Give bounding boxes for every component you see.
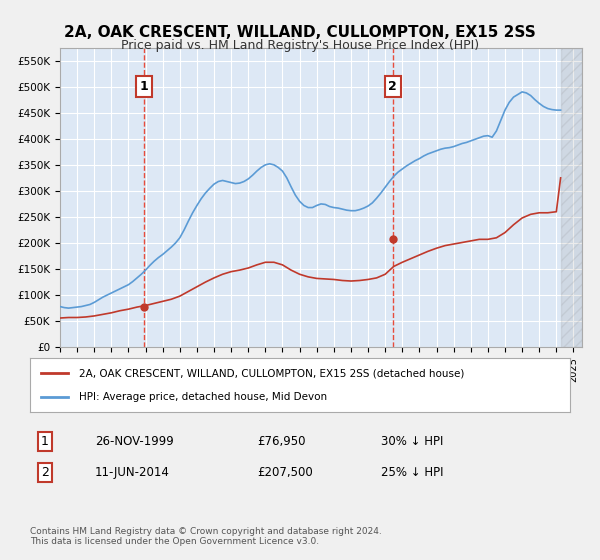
Text: 26-NOV-1999: 26-NOV-1999 (95, 435, 173, 448)
Bar (560, 48, 582, 347)
Text: 1: 1 (139, 80, 148, 93)
Text: 30% ↓ HPI: 30% ↓ HPI (381, 435, 443, 448)
Text: 11-JUN-2014: 11-JUN-2014 (95, 466, 170, 479)
Text: Price paid vs. HM Land Registry's House Price Index (HPI): Price paid vs. HM Land Registry's House … (121, 39, 479, 52)
Text: Contains HM Land Registry data © Crown copyright and database right 2024.
This d: Contains HM Land Registry data © Crown c… (30, 526, 382, 546)
Text: £207,500: £207,500 (257, 466, 313, 479)
Text: £76,950: £76,950 (257, 435, 305, 448)
Text: 2A, OAK CRESCENT, WILLAND, CULLOMPTON, EX15 2SS (detached house): 2A, OAK CRESCENT, WILLAND, CULLOMPTON, E… (79, 368, 464, 379)
Text: 2: 2 (388, 80, 397, 93)
Text: 2A, OAK CRESCENT, WILLAND, CULLOMPTON, EX15 2SS: 2A, OAK CRESCENT, WILLAND, CULLOMPTON, E… (64, 25, 536, 40)
Text: 2: 2 (41, 466, 49, 479)
Text: 1: 1 (41, 435, 49, 448)
Text: 25% ↓ HPI: 25% ↓ HPI (381, 466, 443, 479)
Text: HPI: Average price, detached house, Mid Devon: HPI: Average price, detached house, Mid … (79, 391, 327, 402)
